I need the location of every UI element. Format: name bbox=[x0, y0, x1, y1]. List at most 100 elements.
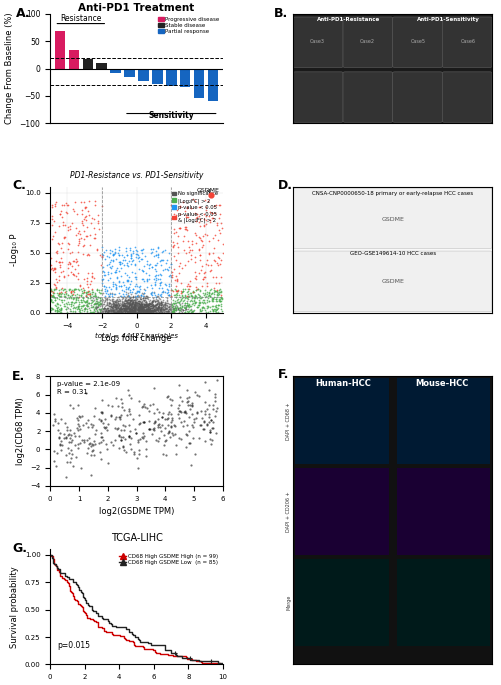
Point bbox=[116, 301, 124, 312]
Point bbox=[172, 238, 180, 249]
Point bbox=[59, 247, 67, 258]
Point bbox=[139, 427, 147, 438]
Point bbox=[105, 251, 113, 262]
Point bbox=[158, 285, 166, 296]
Point bbox=[131, 307, 139, 318]
Point bbox=[154, 305, 162, 316]
Point bbox=[83, 273, 91, 284]
Point bbox=[125, 291, 133, 302]
Point bbox=[190, 296, 198, 307]
Point bbox=[48, 201, 56, 212]
Point bbox=[127, 301, 135, 312]
Point bbox=[98, 304, 106, 315]
Point bbox=[168, 266, 176, 277]
Point bbox=[145, 306, 153, 316]
Point bbox=[76, 307, 84, 318]
Point bbox=[216, 287, 224, 298]
Point bbox=[200, 305, 208, 316]
Point bbox=[182, 301, 190, 312]
Point bbox=[167, 290, 175, 301]
Point bbox=[145, 304, 153, 315]
Point bbox=[148, 304, 156, 315]
Point bbox=[92, 306, 100, 316]
Point bbox=[128, 306, 136, 316]
Point bbox=[204, 260, 212, 271]
Point bbox=[97, 298, 105, 309]
Point bbox=[58, 211, 66, 222]
Point bbox=[170, 299, 178, 310]
Point bbox=[83, 299, 91, 310]
Point bbox=[127, 305, 135, 316]
Point bbox=[187, 460, 195, 471]
Point bbox=[114, 305, 122, 316]
Point bbox=[196, 420, 204, 431]
Point bbox=[130, 304, 138, 315]
Point bbox=[135, 303, 143, 314]
Point bbox=[50, 456, 58, 466]
Point bbox=[97, 302, 105, 313]
Point bbox=[118, 295, 126, 306]
Point bbox=[157, 297, 165, 308]
Point bbox=[139, 288, 147, 299]
Point bbox=[216, 227, 224, 238]
Point bbox=[138, 298, 146, 309]
Point bbox=[118, 292, 126, 303]
Point bbox=[139, 290, 147, 301]
Point bbox=[144, 262, 152, 273]
Point bbox=[86, 287, 94, 298]
Point bbox=[127, 275, 135, 286]
Point bbox=[200, 229, 208, 240]
Point bbox=[141, 304, 149, 315]
Point bbox=[88, 421, 96, 432]
Point bbox=[56, 261, 64, 272]
Point bbox=[156, 260, 164, 271]
Point bbox=[70, 285, 78, 296]
Point bbox=[142, 299, 150, 310]
Point bbox=[104, 399, 112, 410]
Point bbox=[158, 254, 166, 265]
Point bbox=[48, 290, 56, 301]
Point bbox=[170, 304, 178, 315]
Point bbox=[127, 303, 135, 314]
Point bbox=[198, 242, 206, 253]
Point bbox=[146, 301, 154, 312]
Point bbox=[144, 424, 152, 435]
Point bbox=[84, 289, 92, 300]
Point bbox=[163, 420, 171, 431]
Point bbox=[134, 306, 142, 316]
Text: GSDME: GSDME bbox=[380, 279, 403, 284]
Point bbox=[78, 305, 86, 316]
Point bbox=[158, 408, 166, 419]
Point bbox=[179, 415, 187, 426]
Point bbox=[132, 306, 140, 316]
Point bbox=[83, 299, 91, 310]
Point bbox=[212, 305, 220, 316]
Point bbox=[122, 301, 130, 312]
Point bbox=[152, 260, 160, 271]
Point bbox=[157, 297, 165, 308]
Point bbox=[111, 282, 119, 292]
Point bbox=[147, 307, 155, 318]
Point bbox=[146, 305, 154, 316]
Point bbox=[137, 300, 145, 311]
Point bbox=[69, 306, 77, 316]
Point bbox=[118, 431, 126, 442]
Point bbox=[127, 297, 135, 308]
Point bbox=[199, 268, 207, 279]
Point bbox=[121, 301, 129, 312]
Point bbox=[72, 412, 80, 423]
Point bbox=[131, 303, 139, 314]
Point bbox=[135, 303, 143, 314]
Point bbox=[48, 211, 56, 222]
Point bbox=[135, 306, 143, 317]
Point bbox=[55, 288, 63, 299]
Point bbox=[124, 297, 132, 308]
Point bbox=[75, 234, 83, 245]
Point bbox=[214, 278, 222, 289]
Point bbox=[136, 280, 144, 291]
Point bbox=[160, 305, 168, 316]
Bar bbox=[396, 469, 489, 555]
Point bbox=[157, 303, 165, 314]
Point bbox=[130, 295, 138, 306]
Point bbox=[167, 258, 175, 269]
